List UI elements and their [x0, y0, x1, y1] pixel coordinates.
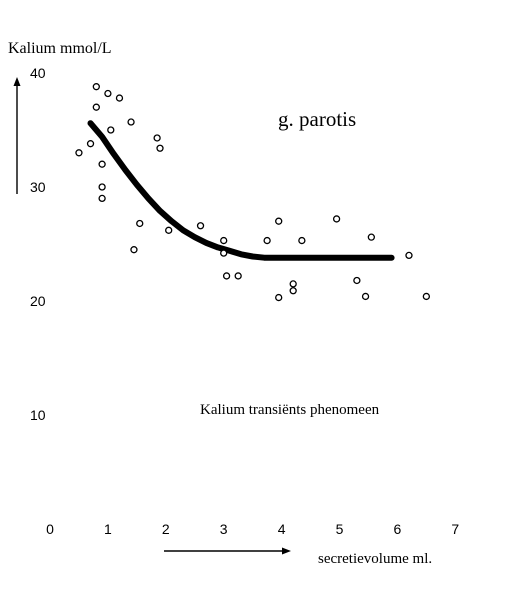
data-point [136, 219, 144, 228]
x-axis-arrow [164, 547, 291, 555]
data-point [92, 83, 100, 91]
trend-line [87, 120, 395, 261]
data-point [86, 140, 95, 148]
data-point [130, 246, 138, 254]
y-tick-label: 40 [30, 65, 46, 81]
data-point [422, 292, 431, 301]
chart-subtitle: Kalium transiënts phenomeen [200, 402, 380, 418]
y-tick-label: 10 [30, 407, 46, 423]
x-tick-label: 1 [104, 521, 112, 537]
data-point [98, 183, 106, 191]
data-point [361, 292, 370, 301]
data-point [405, 251, 413, 260]
x-tick-label: 6 [394, 521, 402, 537]
x-tick-label: 0 [46, 521, 54, 537]
data-point [234, 272, 242, 280]
data-point [275, 293, 283, 302]
data-point [275, 217, 283, 225]
trend-layer [87, 120, 395, 261]
data-point [220, 249, 228, 257]
data-point [289, 287, 297, 295]
data-point [107, 126, 115, 134]
data-point [104, 89, 112, 98]
data-point [289, 280, 297, 288]
data-point [165, 226, 173, 234]
data-point [353, 276, 361, 285]
data-point [196, 222, 205, 230]
x-axis-label: secretievolume ml. [318, 551, 432, 567]
data-point [153, 134, 161, 142]
y-axis-label: Kalium mmol/L [8, 40, 112, 57]
x-tick-label: 5 [336, 521, 344, 537]
data-point [75, 149, 83, 157]
data-point [298, 236, 306, 245]
data-point [98, 194, 106, 203]
data-point [367, 233, 375, 241]
data-point [98, 160, 106, 168]
x-tick-label: 2 [162, 521, 170, 537]
scatter-points [75, 83, 431, 302]
data-point [92, 103, 100, 111]
x-tick-label: 4 [278, 521, 286, 537]
y-tick-label: 30 [30, 179, 46, 195]
data-point [115, 94, 124, 102]
data-point [263, 236, 271, 245]
data-point [222, 272, 231, 280]
data-point [220, 236, 228, 245]
y-tick-labels: 10 20 30 40 [30, 65, 46, 423]
y-axis-arrow [13, 77, 21, 194]
chart-title: g. parotis [278, 107, 356, 131]
x-tick-label: 3 [220, 521, 228, 537]
x-tick-label: 7 [451, 521, 459, 537]
x-tick-labels: 0 1 2 3 4 5 6 7 [46, 521, 459, 537]
y-tick-label: 20 [30, 293, 46, 309]
data-point [332, 215, 341, 223]
data-point [156, 144, 164, 152]
data-point [127, 118, 135, 126]
